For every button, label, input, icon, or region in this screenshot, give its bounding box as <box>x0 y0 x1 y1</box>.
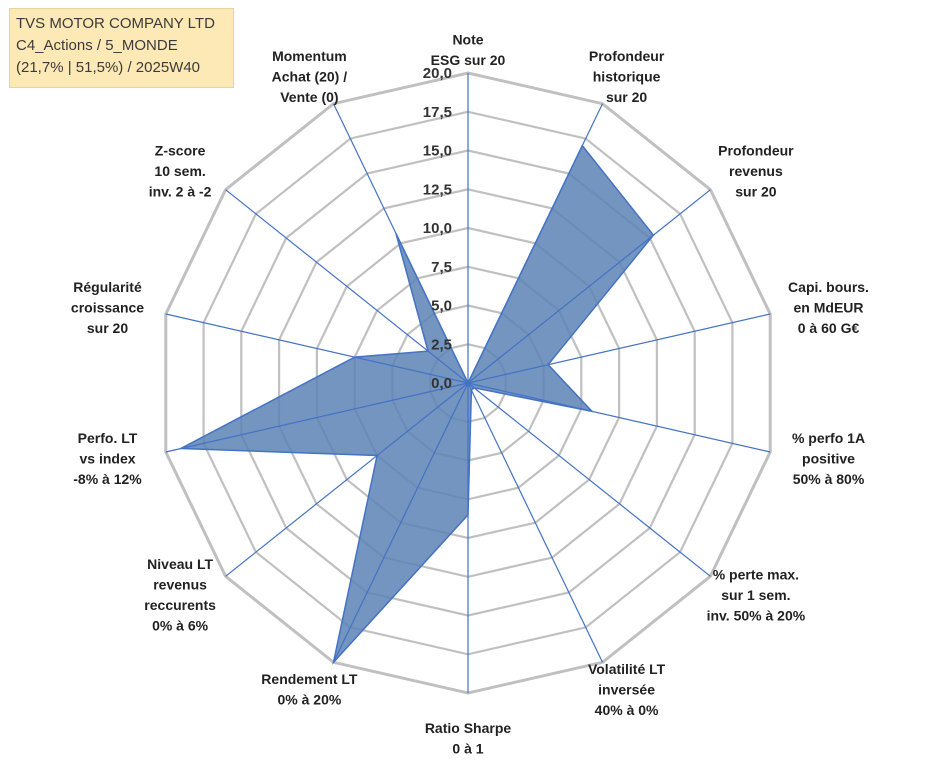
axis-spoke <box>165 313 469 384</box>
axis-label-line: inversée <box>598 681 655 697</box>
tick-label: 10,0 <box>423 220 452 237</box>
axis-spoke <box>225 382 469 577</box>
axis-label-line: croissance <box>71 299 144 315</box>
axis-label-line: % perte max. <box>713 567 799 583</box>
axis-label: Rendement LT 0% à 20% <box>261 671 358 708</box>
axis-label-line: Z-score <box>155 143 206 159</box>
axis-label: Niveau LT revenus reccurents 0% à 6% <box>144 556 216 634</box>
axis-label-line: revenus <box>153 577 207 593</box>
radar-series <box>165 73 771 693</box>
axis-label: Capi. bours. en MdEUR 0 à 60 G€ <box>788 279 869 336</box>
axis-spoke <box>225 189 469 384</box>
axis-labels: Note ESG sur 20 Profondeur historique sur 20… <box>71 32 869 757</box>
tick-label: 17,5 <box>423 104 452 121</box>
axis-label: % perte max. sur 1 sem. inv. 50% à 20% <box>707 567 806 624</box>
axis-label-line: inv. 2 à -2 <box>149 184 212 200</box>
axis-label-line: Profondeur <box>589 48 665 64</box>
axis-spoke <box>467 313 771 384</box>
axis-label-line: ESG sur 20 <box>431 52 506 68</box>
tick-label: 20,0 <box>423 65 452 82</box>
axis-label-line: 40% à 0% <box>595 702 659 718</box>
axis-label-line: revenus <box>729 163 783 179</box>
axis-label: Volatilité LT inversée 40% à 0% <box>588 661 666 718</box>
axis-label-line: Achat (20) / <box>272 69 348 85</box>
axis-label-line: Momentum <box>272 48 347 64</box>
axis-label-line: 0% à 6% <box>152 618 209 634</box>
axis-spoke <box>467 382 771 453</box>
axis-label-line: sur 20 <box>735 184 776 200</box>
company-name: TVS MOTOR COMPANY LTD <box>16 15 215 32</box>
axis-label-line: Volatilité LT <box>588 661 666 677</box>
axis-label-line: inv. 50% à 20% <box>707 608 806 624</box>
axis-label-line: % perfo 1A <box>792 430 865 446</box>
axis-label-line: Ratio Sharpe <box>425 720 512 736</box>
category-label: C4_Actions / 5_MONDE <box>16 37 178 54</box>
axis-label: Profondeur revenus sur 20 <box>718 143 794 200</box>
axis-label: Perfo. LT vs index -8% à 12% <box>73 430 142 487</box>
radial-tick-labels: 0,0 2,5 5,0 7,5 10,0 12,5 15,0 17,5 20,0 <box>423 65 452 392</box>
axis-label-line: Vente (0) <box>280 89 338 105</box>
axis-spoke <box>467 103 604 384</box>
tick-label: 12,5 <box>423 181 452 198</box>
stats-label: (21,7% | 51,5%) / 2025W40 <box>16 59 200 76</box>
axis-label-line: Rendement LT <box>261 671 358 687</box>
axis-spoke <box>467 189 711 384</box>
axis-label: Ratio Sharpe 0 à 1 <box>425 720 512 757</box>
axis-label-line: en MdEUR <box>794 299 864 315</box>
axis-label-line: sur 1 sem. <box>721 587 790 603</box>
axis-label-line: Profondeur <box>718 143 794 159</box>
axis-label-line: Capi. bours. <box>788 279 869 295</box>
tick-label: 15,0 <box>423 143 452 160</box>
axis-label-line: Régularité <box>73 279 142 295</box>
axis-label-line: Note <box>452 32 483 48</box>
axis-label-line: 0% à 20% <box>277 692 341 708</box>
axis-label-line: -8% à 12% <box>73 471 142 487</box>
axis-label: Note ESG sur 20 <box>431 32 506 69</box>
axis-label-line: Niveau LT <box>147 556 213 572</box>
axis-label-line: 50% à 80% <box>793 471 865 487</box>
axis-label: Profondeur historique sur 20 <box>589 48 665 105</box>
tick-label: 7,5 <box>431 259 452 276</box>
axis-spoke <box>467 382 711 577</box>
axis-spoke <box>332 382 469 663</box>
axis-label: Momentum Achat (20) / Vente (0) <box>272 48 348 105</box>
axis-label-line: 0 à 60 G€ <box>798 320 860 336</box>
axis-label-line: positive <box>802 451 855 467</box>
axis-label-line: reccurents <box>144 597 216 613</box>
axis-spoke <box>165 382 469 453</box>
axis-label: Régularité croissance sur 20 <box>71 279 144 336</box>
axis-label-line: Perfo. LT <box>78 430 138 446</box>
axis-label-line: historique <box>593 69 661 85</box>
tick-label: 5,0 <box>431 298 452 315</box>
axis-label-line: sur 20 <box>606 89 647 105</box>
axis-label: % perfo 1A positive 50% à 80% <box>792 430 865 487</box>
axis-spoke <box>467 382 604 663</box>
axis-label-line: sur 20 <box>87 320 128 336</box>
axis-label: Z-score 10 sem. inv. 2 à -2 <box>149 143 212 200</box>
tick-label: 2,5 <box>431 336 452 353</box>
axis-label-line: vs index <box>79 451 135 467</box>
title-box: TVS MOTOR COMPANY LTD C4_Actions / 5_MON… <box>9 8 234 88</box>
tick-label: 0,0 <box>431 375 452 392</box>
axis-spoke <box>332 103 469 384</box>
axis-label-line: 0 à 1 <box>452 741 483 757</box>
axis-label-line: 10 sem. <box>154 163 205 179</box>
